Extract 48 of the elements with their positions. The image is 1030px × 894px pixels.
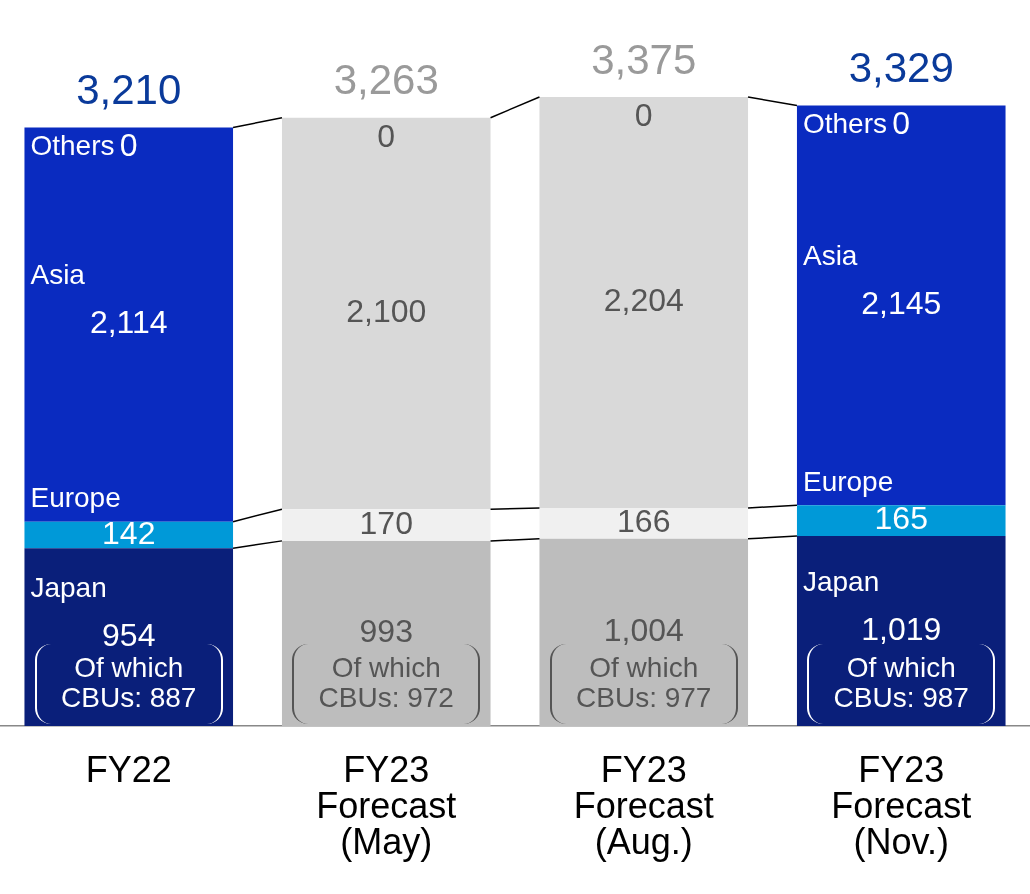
total-label: 3,210 [76,66,182,114]
data-label: 2,145 [861,285,942,322]
series-label: Europe [30,482,121,514]
data-label: 166 [617,503,671,540]
data-label: 142 [102,514,156,551]
bar [281,540,491,726]
text: Others [30,130,115,162]
bar [281,509,491,541]
text: Japan [802,565,880,597]
x-tick-label: FY23 Forecast (May) [316,748,457,862]
text: Europe [802,465,894,497]
data-label: 954 [102,616,156,653]
data-label: 0 [119,127,138,164]
total-label: 3,375 [591,35,697,83]
annotation: Of which CBUs: 972 [318,651,454,713]
data-label: 2,204 [603,282,684,319]
bar [281,117,491,510]
bar [539,538,749,726]
data-label: 0 [634,96,653,133]
data-label: 0 [892,105,911,142]
bar [24,548,234,726]
annotation: Of which CBUs: 887 [61,651,197,713]
x-tick-label: FY23 Forecast (Nov.) [831,748,972,862]
x-tick-label: FY23 Forecast (Aug.) [573,748,714,862]
total-label: 3,329 [848,43,954,91]
data-label: 0 [377,117,396,154]
data-label: 170 [359,504,413,541]
annotation: Of which CBUs: 987 [833,651,969,713]
data-label: 993 [359,613,413,650]
data-label: 165 [874,500,928,537]
bar [24,521,234,549]
data-label: 1,004 [603,612,684,649]
bar [539,97,749,508]
series-label: Japan [30,571,107,603]
data-label: 2,100 [346,293,427,330]
bar [24,127,234,522]
total-label: 3,263 [333,56,439,104]
bar [539,507,749,539]
annotation: Of which CBUs: 977 [576,651,712,713]
text: Asia [802,240,858,272]
text: Others [802,108,887,140]
bar [796,105,1006,506]
x-tick-label: FY22 [85,748,172,790]
bar [796,505,1006,537]
series-label: Asia [30,259,86,291]
data-label: 1,019 [861,610,942,647]
bar [796,536,1006,726]
data-label: 2,114 [89,304,168,341]
